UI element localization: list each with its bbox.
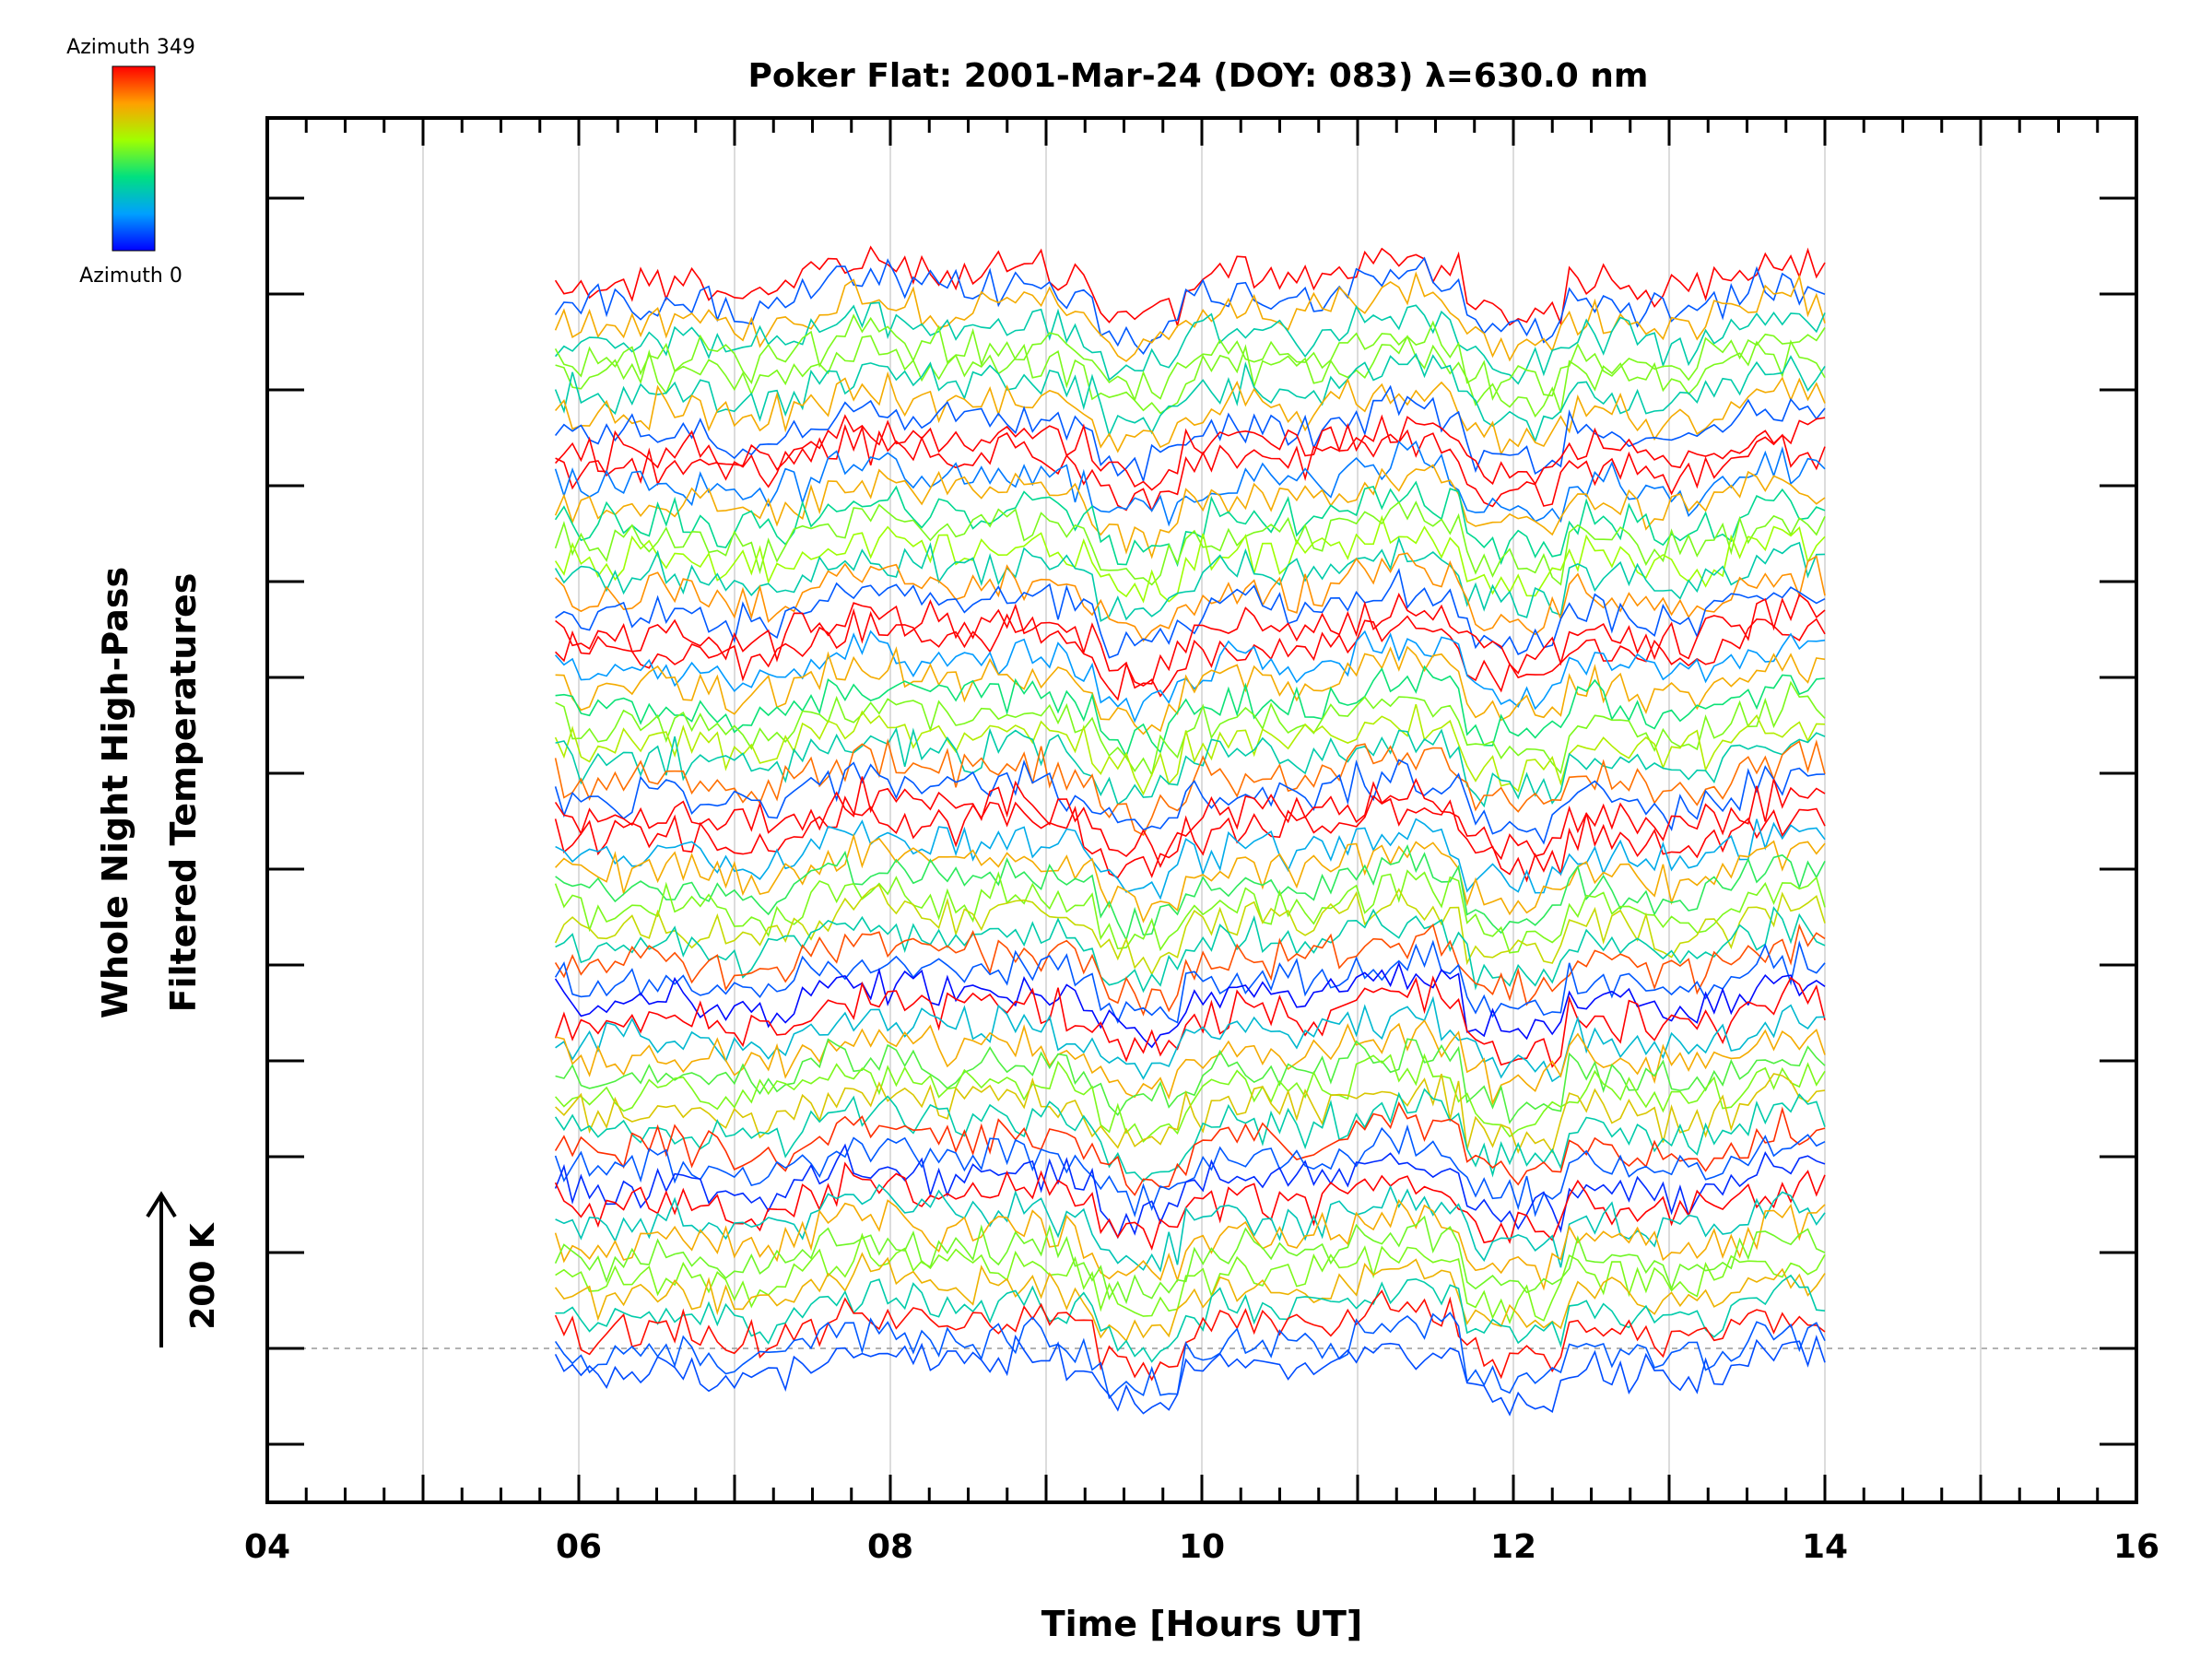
series-line — [554, 500, 1826, 586]
series-line — [555, 414, 1826, 491]
series-line — [554, 1215, 1826, 1305]
series-line — [555, 1073, 1826, 1154]
series-line — [555, 1274, 1826, 1363]
series-line — [555, 665, 1826, 759]
series-line — [555, 1038, 1826, 1124]
x-tick-label: 12 — [1490, 1528, 1536, 1566]
series-line — [554, 738, 1826, 836]
series-line — [555, 568, 1826, 659]
series-line — [555, 832, 1826, 924]
series-line — [555, 1183, 1826, 1273]
y-axis-label-line1: Whole Night High-Pass — [95, 567, 135, 1018]
series-line — [554, 256, 1826, 356]
series-line — [554, 1312, 1826, 1400]
series-line — [554, 1124, 1826, 1218]
series-line — [554, 1198, 1826, 1291]
series-line — [554, 371, 1826, 456]
x-tick-label: 16 — [2113, 1528, 2159, 1566]
x-axis-label: Time [Hours UT] — [1041, 1604, 1363, 1644]
scale-bar-arrowhead — [146, 1191, 177, 1218]
colorbar — [112, 65, 156, 252]
chart-title: Poker Flat: 2001-Mar-24 (DOY: 083) λ=630… — [748, 57, 1649, 95]
colorbar-bottom-label: Azimuth 0 — [79, 265, 182, 288]
x-tick-label: 06 — [556, 1528, 602, 1566]
series-line — [554, 1252, 1826, 1343]
series-line — [554, 961, 1826, 1049]
series-line — [555, 1018, 1826, 1106]
x-tick-label: 08 — [867, 1528, 913, 1566]
series-line — [554, 313, 1826, 403]
series-line — [555, 995, 1826, 1083]
y-axis-label-line2: Filtered Temperatures — [163, 573, 204, 1013]
series-line — [554, 1088, 1826, 1182]
series-line — [555, 593, 1826, 689]
x-tick-labels: 04 06 08 10 12 14 16 — [244, 1528, 2159, 1566]
series-line — [554, 440, 1826, 527]
series-line — [555, 726, 1826, 808]
scale-bar-label: 200 K — [184, 1222, 222, 1330]
x-tick-label: 14 — [1802, 1528, 1848, 1566]
series-line — [554, 939, 1826, 1024]
series-group — [554, 245, 1826, 1417]
series-line — [554, 975, 1826, 1068]
series-line — [555, 906, 1826, 994]
series-line — [554, 1101, 1826, 1196]
series-line — [555, 680, 1826, 777]
series-line — [555, 607, 1826, 701]
series-line — [554, 464, 1826, 559]
series-line — [555, 1232, 1826, 1325]
series-line — [555, 423, 1826, 513]
series-line — [554, 1161, 1826, 1251]
x-tick-label: 10 — [1179, 1528, 1225, 1566]
series-line — [554, 536, 1826, 622]
series-line — [554, 759, 1826, 845]
series-line — [555, 552, 1826, 642]
series-line — [554, 923, 1826, 1017]
x-tick-label: 04 — [244, 1528, 290, 1566]
series-line — [554, 703, 1826, 796]
series-line — [555, 335, 1826, 418]
series-line — [555, 645, 1826, 735]
series-line — [554, 245, 1826, 329]
series-line — [554, 884, 1826, 976]
series-line — [554, 352, 1826, 443]
series-line — [554, 1335, 1826, 1417]
series-line — [554, 794, 1826, 883]
series-line — [554, 514, 1826, 604]
grid — [267, 118, 2136, 1502]
series-line — [554, 1053, 1826, 1143]
series-line — [555, 844, 1826, 942]
series-line — [554, 869, 1826, 954]
series-line — [554, 480, 1826, 568]
series-line — [554, 384, 1826, 484]
colorbar-top-label: Azimuth 349 — [66, 36, 195, 59]
axis-ticks — [265, 118, 2138, 1502]
series-line — [554, 301, 1826, 385]
series-line — [554, 1143, 1826, 1240]
series-line — [555, 818, 1826, 900]
series-line — [554, 1289, 1826, 1382]
